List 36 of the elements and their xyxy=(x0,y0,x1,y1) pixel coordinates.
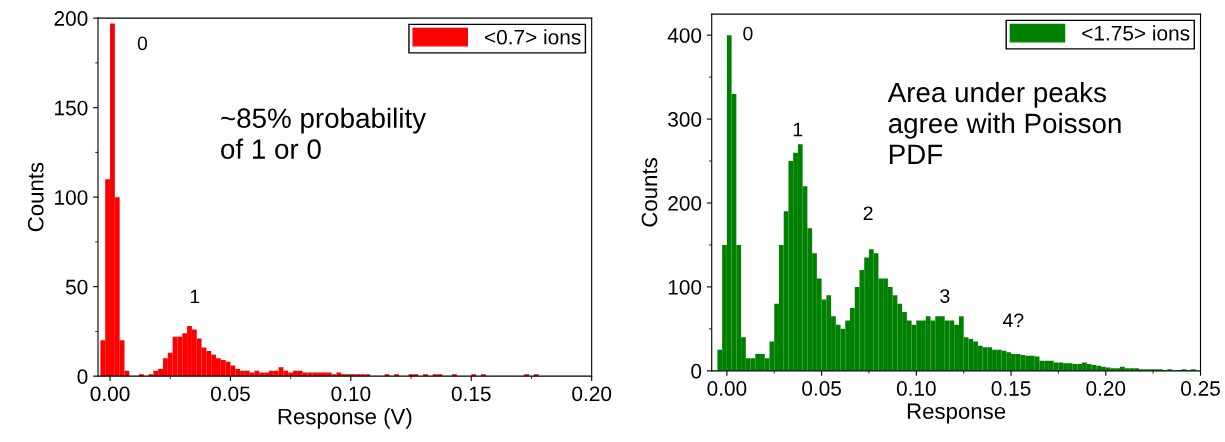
y-tick-label: 400 xyxy=(667,28,702,43)
x-tick-label: 0.20 xyxy=(572,386,612,402)
annotation: ~85% probability of 1 or 0 xyxy=(221,107,427,159)
x-tick-label: 0.05 xyxy=(802,381,842,396)
annotation: 0 xyxy=(137,36,148,51)
x-tick-label: 0.15 xyxy=(451,386,491,402)
y-tick-label: 0 xyxy=(691,363,702,379)
y-axis-title: Counts xyxy=(641,158,658,227)
annotation: 3 xyxy=(940,289,950,303)
annotation: 1 xyxy=(190,289,200,304)
y-tick-label: 200 xyxy=(668,195,702,211)
x-tick-label: 0.05 xyxy=(210,386,250,402)
annotation: Area under peaks agree with Poisson PDF xyxy=(887,81,1121,164)
x-axis-title: Response xyxy=(907,403,1006,424)
annotation: 1 xyxy=(793,122,803,137)
y-tick-label: 0 xyxy=(77,369,88,384)
x-tick-label: 0.00 xyxy=(707,381,747,396)
y-axis-title: Counts xyxy=(27,162,44,232)
annotation: 0 xyxy=(743,26,753,41)
y-tick-label: 150 xyxy=(55,100,88,116)
y-tick-label: 200 xyxy=(54,11,88,26)
x-axis-title: Response (V) xyxy=(278,408,412,429)
x-tick-label: 0.15 xyxy=(991,381,1031,396)
annotation: 2 xyxy=(863,206,873,220)
x-tick-label: 0.20 xyxy=(1086,381,1126,396)
x-tick-label: 0.10 xyxy=(896,381,936,396)
annotation: 4? xyxy=(1002,313,1024,327)
x-tick-label: 0.25 xyxy=(1181,381,1220,396)
x-tick-label: 0.10 xyxy=(331,386,371,402)
y-tick-label: 300 xyxy=(668,112,702,127)
y-tick-label: 100 xyxy=(55,190,88,205)
y-tick-label: 100 xyxy=(668,279,702,295)
x-tick-label: 0.00 xyxy=(90,386,130,402)
legend-label: <1.75> ions xyxy=(1082,25,1190,41)
legend-label: <0.7> ions xyxy=(484,29,581,45)
y-tick-label: 50 xyxy=(65,279,88,295)
